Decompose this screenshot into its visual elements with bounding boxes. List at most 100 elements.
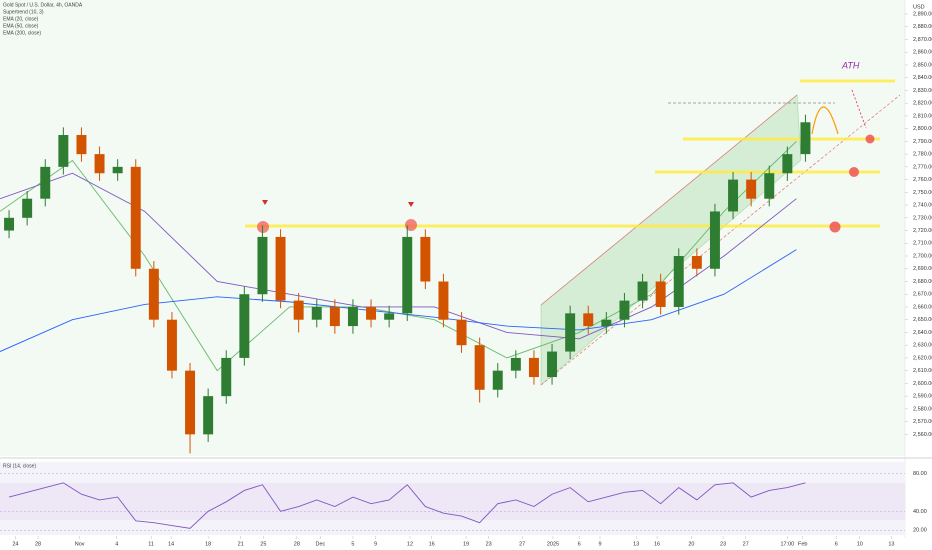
- candle-body: [130, 166, 141, 269]
- x-tick-label: 27: [519, 541, 525, 547]
- y-tick-label: 2,610.000: [913, 368, 932, 374]
- candle-body: [583, 313, 594, 327]
- candle-body: [58, 135, 69, 167]
- x-tick-label: Feb: [798, 541, 807, 547]
- candle-body: [112, 166, 123, 174]
- y-tick-label: 2,810.000: [913, 113, 932, 119]
- y-tick-label: 2,560.000: [913, 432, 932, 438]
- peak-marker: [257, 221, 269, 233]
- y-tick-label: 2,850.000: [913, 62, 932, 68]
- candle-body: [347, 306, 358, 327]
- legend-entry: EMA (20, close): [3, 16, 39, 22]
- y-tick-label: 2,760.000: [913, 177, 932, 183]
- x-tick-label: 10: [857, 541, 863, 547]
- candle-body: [420, 236, 431, 282]
- y-tick-label: 2,570.000: [913, 419, 932, 425]
- y-tick-label: 2,880.000: [913, 24, 932, 30]
- x-tick-label: 9: [598, 541, 601, 547]
- candle-body: [203, 396, 214, 435]
- y-tick-label: 2,630.000: [913, 343, 932, 349]
- candle-body: [221, 357, 232, 397]
- candle-body: [619, 300, 630, 320]
- currency-label: USD: [913, 4, 925, 10]
- plot-area: [0, 0, 905, 456]
- candle-body: [293, 300, 304, 320]
- y-tick-label: 2,750.000: [913, 190, 932, 196]
- y-tick-label: 2,590.000: [913, 394, 932, 400]
- x-tick-label: 23: [486, 541, 492, 547]
- candle-body: [474, 345, 485, 390]
- y-tick-label: 2,840.000: [913, 75, 932, 81]
- y-tick-label: 2,820.000: [913, 101, 932, 107]
- legend-entry: Supertrend (10, 3): [3, 9, 44, 15]
- peak-arrow: [408, 202, 414, 207]
- candle-body: [655, 281, 666, 307]
- y-tick-label: 2,790.000: [913, 139, 932, 145]
- trend-line: [540, 94, 798, 306]
- level-marker: [849, 167, 859, 177]
- candle-body: [547, 351, 558, 378]
- y-tick-label: 2,670.000: [913, 292, 932, 298]
- x-tick-label: 21: [238, 541, 244, 547]
- y-tick-label: 2,780.000: [913, 152, 932, 158]
- candle-body: [185, 370, 196, 435]
- candle-body: [166, 319, 177, 371]
- trend-line: [540, 94, 901, 386]
- candle-body: [22, 198, 33, 218]
- candle-body: [366, 306, 377, 320]
- x-tick-label: 12: [407, 541, 413, 547]
- y-tick-label: 2,720.000: [913, 228, 932, 234]
- candle-body: [565, 313, 576, 352]
- y-tick-label: 2,690.000: [913, 266, 932, 272]
- x-tick-label: 28: [294, 541, 300, 547]
- y-tick-label: 2,830.000: [913, 88, 932, 94]
- candle-body: [456, 319, 467, 346]
- rsi-band: [0, 483, 905, 520]
- rsi-line: [8, 482, 806, 529]
- y-tick-label: 2,710.000: [913, 241, 932, 247]
- x-tick-label: 5: [351, 541, 354, 547]
- x-tick-label: 13: [633, 541, 639, 547]
- x-tick-label: 19: [463, 541, 469, 547]
- candle-body: [384, 313, 395, 320]
- candle-body: [601, 319, 612, 327]
- candle-body: [728, 179, 739, 212]
- candle-body: [311, 306, 322, 320]
- x-tick-label: 2025: [547, 541, 559, 547]
- projection-arrow: [851, 89, 867, 129]
- candle-body: [782, 154, 793, 174]
- level-marker: [865, 134, 875, 144]
- legend-entry: EMA (50, close): [3, 23, 39, 29]
- candle-body: [764, 173, 775, 199]
- x-tick-label: 6: [835, 541, 838, 547]
- y-tick-label: 2,600.000: [913, 381, 932, 387]
- y-tick-label: 2,650.000: [913, 317, 932, 323]
- candle-body: [239, 294, 250, 358]
- candle-body: [673, 256, 684, 307]
- y-tick-label: 2,700.000: [913, 253, 932, 259]
- x-tick-label: 9: [374, 541, 377, 547]
- y-tick-label: 2,640.000: [913, 330, 932, 336]
- candle-body: [492, 370, 503, 390]
- peak-arrow: [262, 200, 268, 205]
- x-tick-label: 14: [168, 541, 174, 547]
- candle-body: [4, 217, 15, 231]
- ema-line: [0, 249, 797, 352]
- x-tick-label: 17:00: [780, 541, 794, 547]
- x-tick-label: 6: [578, 541, 581, 547]
- candle-body: [746, 179, 757, 199]
- legend-entry: EMA (200, close): [3, 30, 41, 36]
- y-tick-label: 2,890.000: [913, 11, 932, 17]
- candle-body: [510, 357, 521, 371]
- candle-body: [257, 236, 268, 295]
- candle-body: [691, 256, 702, 269]
- x-tick-label: 4: [115, 541, 118, 547]
- y-tick-label: 2,680.000: [913, 279, 932, 285]
- y-tick-label: 2,660.000: [913, 304, 932, 310]
- candle-body: [76, 135, 87, 155]
- x-tick-label: 13: [888, 541, 894, 547]
- candle-body: [402, 236, 413, 314]
- candle-body: [275, 236, 286, 301]
- rsi-tick-label: 40.00: [913, 509, 927, 515]
